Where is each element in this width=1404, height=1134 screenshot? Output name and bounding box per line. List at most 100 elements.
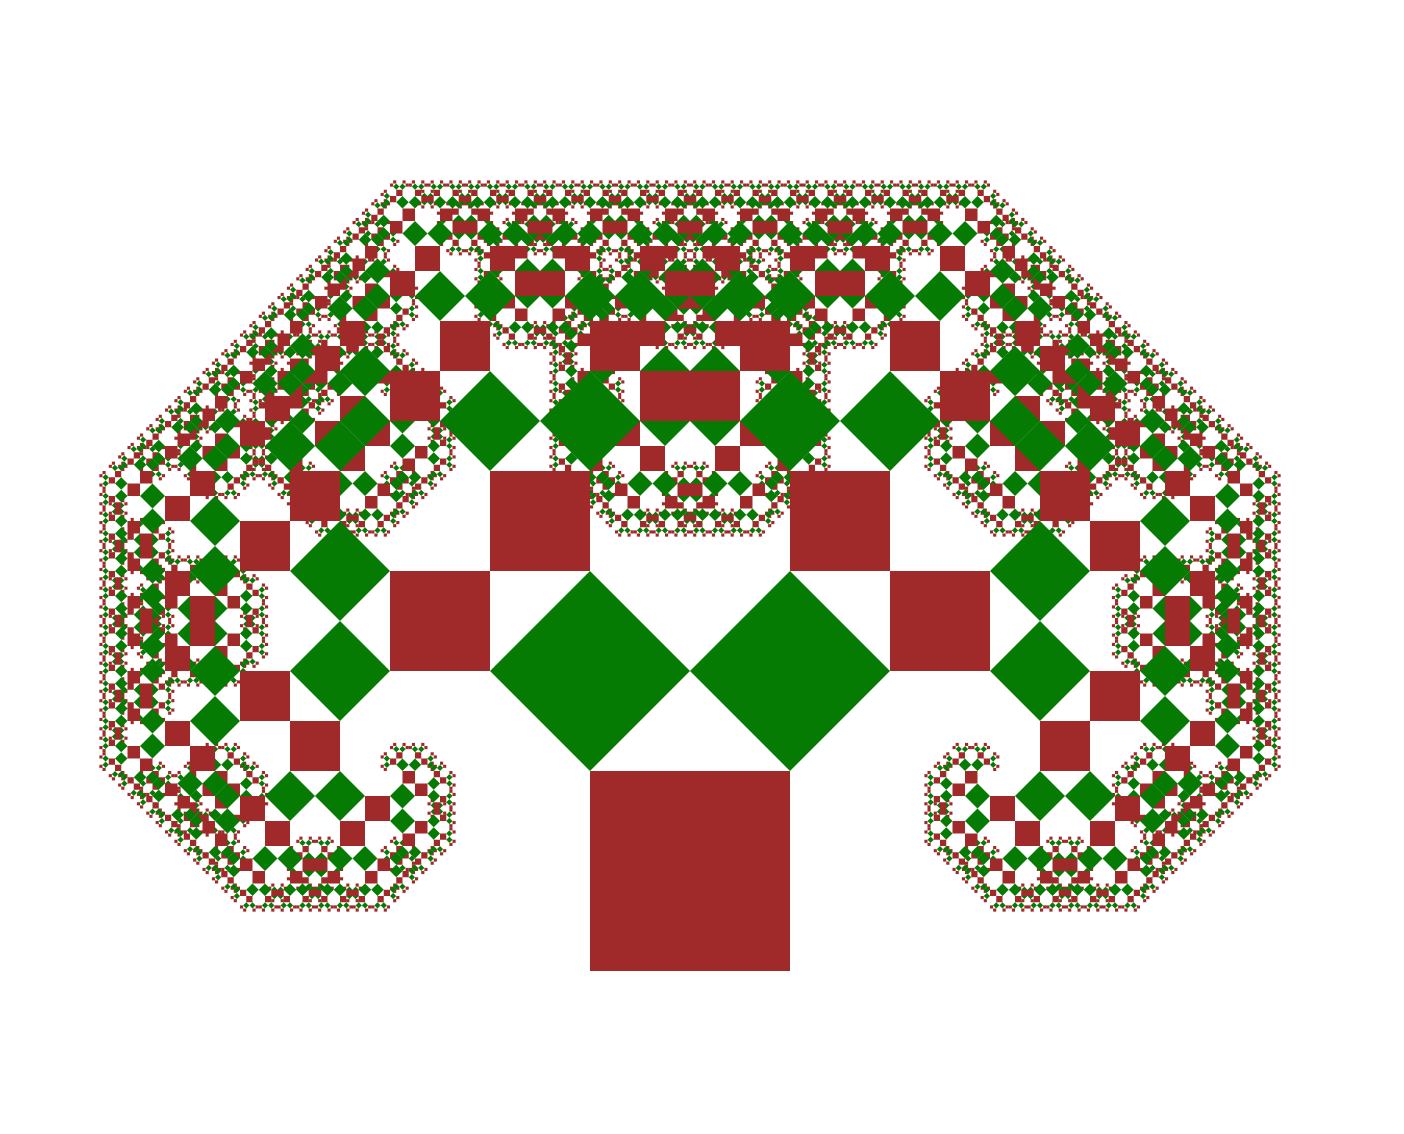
tree-square-level-11: [280, 489, 287, 496]
tree-square-level-12: [1136, 905, 1140, 909]
tree-square-level-12: [1174, 867, 1178, 871]
tree-square-level-12: [99, 642, 103, 646]
tree-square-level-12: [1199, 555, 1203, 559]
tree-square-level-12: [308, 524, 312, 528]
tree-square-level-12: [199, 802, 203, 806]
tree-square-level-12: [1268, 727, 1272, 731]
tree-square-level-11: [390, 236, 397, 243]
tree-square-level-12: [686, 342, 690, 346]
tree-square-level-12: [1218, 824, 1222, 828]
tree-square-level-12: [943, 755, 947, 759]
tree-square-level-12: [615, 530, 619, 534]
tree-square-level-12: [1121, 905, 1125, 909]
tree-square-level-11: [102, 555, 109, 562]
tree-square-level-12: [1058, 908, 1062, 912]
tree-square-level-12: [949, 436, 953, 440]
tree-square-level-12: [586, 211, 590, 215]
tree-square-level-12: [590, 486, 594, 490]
tree-square-level-12: [1124, 467, 1128, 471]
tree-square-level-12: [1105, 899, 1109, 903]
tree-square-level-11: [102, 699, 109, 706]
tree-square-level-12: [261, 771, 265, 775]
tree-square-level-12: [318, 330, 322, 334]
tree-square-level-12: [293, 333, 297, 337]
tree-square-level-12: [980, 896, 984, 900]
tree-square-level-12: [383, 252, 387, 256]
tree-square-level-12: [421, 205, 425, 209]
tree-square-level-12: [833, 346, 837, 350]
tree-square-level-12: [1124, 414, 1128, 418]
tree-square-level-12: [1146, 342, 1150, 346]
tree-square-level-12: [327, 402, 331, 406]
tree-square-level-12: [649, 530, 653, 534]
tree-square-level-11: [121, 536, 128, 543]
tree-square-level-12: [99, 633, 103, 637]
tree-square-level-12: [890, 180, 894, 184]
tree-square-level-12: [1086, 908, 1090, 912]
tree-square-level-12: [990, 530, 994, 534]
tree-square-level-12: [1274, 730, 1278, 734]
tree-square-level-11: [205, 371, 212, 378]
tree-square-level-11: [408, 874, 415, 881]
tree-square-level-12: [924, 455, 928, 459]
tree-square-level-12: [252, 414, 256, 418]
tree-square-level-12: [102, 580, 106, 584]
tree-square-level-12: [355, 533, 359, 537]
tree-square-level-12: [971, 886, 975, 890]
tree-square-level-12: [440, 386, 444, 390]
tree-square-level-12: [618, 533, 622, 537]
tree-square-level-11: [493, 321, 500, 328]
tree-square-level-12: [615, 258, 619, 262]
tree-square-level-11: [318, 839, 325, 846]
tree-square-level-12: [1246, 796, 1250, 800]
tree-square-level-12: [918, 180, 922, 184]
tree-square-level-12: [549, 361, 553, 365]
tree-square-level-11: [390, 892, 397, 900]
tree-square-level-12: [449, 805, 453, 809]
tree-square-level-11: [211, 864, 219, 871]
tree-square-level-12: [280, 367, 284, 371]
tree-square-level-12: [927, 842, 931, 846]
tree-square-level-12: [280, 292, 284, 296]
tree-square-level-12: [1024, 905, 1028, 909]
tree-square-level-12: [1252, 736, 1256, 740]
tree-square-level-12: [665, 533, 669, 537]
tree-square-level-12: [961, 286, 965, 290]
tree-square-level-12: [99, 511, 103, 515]
tree-square-level-12: [924, 792, 928, 796]
tree-square-level-12: [368, 333, 372, 337]
tree-square-level-11: [505, 183, 512, 190]
tree-square-level-12: [755, 314, 759, 318]
tree-square-level-12: [477, 261, 481, 265]
tree-square-level-12: [996, 474, 1000, 478]
tree-square-level-12: [946, 861, 950, 865]
tree-square-level-12: [1252, 727, 1256, 731]
tree-square-level-11: [196, 386, 203, 393]
tree-square-level-12: [933, 389, 937, 393]
tree-square-level-11: [305, 464, 312, 471]
tree-square-level-12: [827, 371, 831, 375]
tree-square-level-12: [1246, 646, 1250, 650]
tree-square-level-12: [877, 183, 881, 187]
tree-square-level-11: [158, 417, 165, 425]
tree-square-level-12: [996, 764, 1000, 768]
tree-square-level-12: [108, 549, 112, 553]
tree-square-level-12: [515, 346, 519, 350]
tree-square-level-12: [690, 249, 694, 253]
tree-square-level-12: [1058, 533, 1062, 537]
tree-square-level-12: [505, 180, 509, 184]
tree-square-level-12: [174, 464, 178, 468]
tree-square-level-12: [902, 277, 906, 281]
tree-square-level-12: [440, 852, 444, 856]
tree-square-level-12: [824, 449, 828, 453]
tree-square-level-12: [768, 524, 772, 528]
tree-square-level-12: [927, 180, 931, 184]
tree-square-level-12: [411, 180, 415, 184]
tree-square-level-12: [258, 314, 262, 318]
tree-square-level-11: [315, 405, 322, 412]
tree-square-level-12: [171, 539, 175, 543]
tree-square-level-12: [1249, 792, 1253, 796]
tree-square-level-12: [365, 908, 369, 912]
tree-square-level-12: [1190, 761, 1194, 765]
tree-square-level-12: [211, 361, 215, 365]
